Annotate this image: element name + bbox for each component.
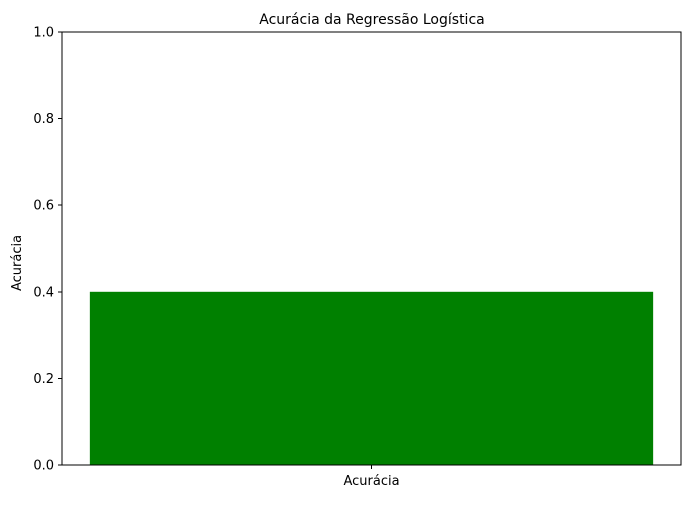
- y-tick-label-5: 0.8: [33, 112, 54, 127]
- bars-layer: [89, 291, 654, 465]
- y-tick-label-6: 1.0: [33, 26, 54, 41]
- y-ticks-layer: 0.0 0.2 0.4 0.6 0.8 1.0: [33, 26, 62, 474]
- y-axis-label: Acurácia: [10, 235, 25, 291]
- x-tick-label-1: Acurácia: [343, 474, 399, 489]
- chart-title: Acurácia da Regressão Logística: [259, 12, 484, 28]
- y-tick-label-1: 0.0: [33, 459, 54, 474]
- y-tick-label-2: 0.2: [33, 372, 54, 387]
- y-tick-label-4: 0.6: [33, 199, 54, 214]
- plot-area: 0.0 0.2 0.4 0.6 0.8 1.0 Acurácia: [33, 26, 682, 489]
- plot-frame: [61, 31, 682, 466]
- x-ticks-layer: Acurácia: [343, 465, 400, 489]
- y-tick-label-3: 0.4: [33, 285, 54, 300]
- bar-1: [89, 291, 654, 465]
